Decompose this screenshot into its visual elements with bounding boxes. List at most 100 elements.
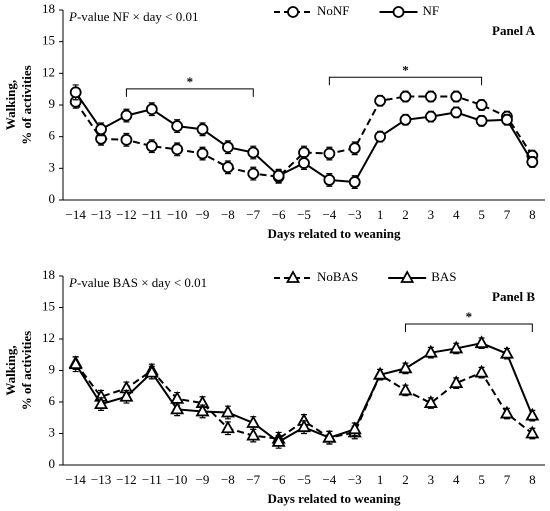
marker bbox=[347, 421, 362, 435]
marker bbox=[170, 390, 185, 404]
legend-label: BAS bbox=[431, 269, 456, 284]
x-tick-label: 7 bbox=[504, 472, 511, 487]
marker bbox=[196, 147, 209, 160]
x-tick-label: −4 bbox=[322, 472, 336, 487]
marker bbox=[348, 176, 361, 188]
marker bbox=[221, 141, 234, 154]
bracket bbox=[328, 76, 483, 86]
marker bbox=[272, 169, 285, 182]
marker bbox=[423, 344, 438, 358]
x-tick-label: 4 bbox=[453, 207, 460, 222]
x-tick-label: 4 bbox=[453, 472, 460, 487]
marker bbox=[298, 157, 310, 169]
marker bbox=[374, 130, 387, 143]
x-tick-label: 5 bbox=[478, 472, 485, 487]
marker bbox=[322, 429, 337, 443]
legend-label: NoNF bbox=[317, 3, 350, 18]
marker bbox=[69, 86, 82, 99]
y-tick-label: 0 bbox=[49, 191, 56, 206]
x-tick-label: −14 bbox=[66, 472, 87, 487]
x-tick-label: 7 bbox=[504, 207, 511, 222]
marker bbox=[95, 123, 107, 136]
marker bbox=[170, 401, 185, 415]
x-tick-label: −10 bbox=[167, 472, 187, 487]
x-tick-label: −6 bbox=[272, 207, 286, 222]
marker bbox=[296, 419, 312, 433]
marker bbox=[298, 146, 310, 159]
legend-marker bbox=[392, 6, 405, 18]
marker bbox=[120, 109, 133, 122]
x-axis-label: Days related to weaning bbox=[267, 491, 401, 506]
bracket bbox=[125, 88, 254, 97]
marker bbox=[246, 415, 261, 428]
y-tick-label: 15 bbox=[42, 298, 55, 313]
marker bbox=[474, 364, 489, 378]
x-tick-label: 8 bbox=[529, 472, 536, 487]
legend-marker bbox=[287, 6, 299, 18]
marker bbox=[424, 90, 437, 103]
x-tick-label: −13 bbox=[91, 472, 111, 487]
x-axis-label: Days related to weaning bbox=[267, 226, 401, 241]
annotation-text: -value NF × day < 0.01 bbox=[77, 9, 199, 24]
legend-label: NoBAS bbox=[317, 269, 358, 284]
marker bbox=[475, 114, 488, 127]
marker bbox=[144, 364, 159, 378]
marker bbox=[145, 103, 158, 116]
bracket-label: * bbox=[187, 74, 194, 89]
x-tick-label: 3 bbox=[428, 207, 435, 222]
x-tick-label: −13 bbox=[91, 207, 111, 222]
y-tick-label: 12 bbox=[42, 330, 55, 345]
marker bbox=[474, 335, 489, 349]
x-tick-label: 1 bbox=[377, 472, 384, 487]
x-tick-label: −7 bbox=[246, 472, 260, 487]
marker bbox=[145, 140, 158, 153]
marker bbox=[399, 113, 412, 126]
x-tick-label: −14 bbox=[66, 207, 87, 222]
marker bbox=[247, 167, 260, 180]
y-tick-label: 12 bbox=[42, 64, 55, 79]
marker bbox=[526, 156, 539, 168]
y-tick-label: 18 bbox=[42, 267, 55, 282]
y-axis-label: % of activities bbox=[19, 331, 34, 410]
y-tick-label: 6 bbox=[49, 393, 56, 408]
panel-label: Panel A bbox=[492, 23, 536, 38]
marker bbox=[68, 356, 83, 370]
y-tick-label: 0 bbox=[49, 456, 56, 471]
legend-marker bbox=[285, 270, 301, 283]
marker bbox=[171, 143, 184, 156]
marker bbox=[348, 142, 361, 155]
marker bbox=[220, 420, 235, 434]
marker bbox=[399, 90, 412, 103]
panel-label: Panel B bbox=[492, 289, 535, 304]
marker bbox=[525, 425, 540, 439]
marker bbox=[450, 106, 463, 119]
marker bbox=[119, 388, 134, 402]
x-tick-label: −8 bbox=[221, 472, 235, 487]
x-tick-label: −12 bbox=[116, 207, 136, 222]
legend-label: NF bbox=[423, 3, 440, 18]
x-tick-label: 2 bbox=[402, 472, 409, 487]
marker bbox=[247, 146, 260, 159]
marker bbox=[323, 147, 336, 160]
marker bbox=[271, 434, 286, 447]
y-tick-label: 3 bbox=[49, 424, 56, 439]
marker bbox=[374, 94, 387, 107]
x-tick-label: −11 bbox=[142, 472, 162, 487]
marker bbox=[449, 375, 464, 388]
x-tick-label: −5 bbox=[297, 207, 311, 222]
marker bbox=[450, 90, 463, 103]
marker bbox=[221, 161, 234, 174]
x-tick-label: 3 bbox=[428, 472, 435, 487]
x-tick-label: −4 bbox=[322, 207, 336, 222]
x-tick-label: 2 bbox=[402, 207, 409, 222]
bracket-label: * bbox=[466, 309, 473, 324]
x-tick-label: −10 bbox=[167, 207, 187, 222]
x-tick-label: −7 bbox=[246, 207, 260, 222]
y-tick-label: 9 bbox=[49, 96, 56, 111]
marker bbox=[499, 345, 514, 359]
x-tick-label: −8 bbox=[221, 207, 235, 222]
x-tick-label: −9 bbox=[196, 472, 210, 487]
marker bbox=[373, 366, 388, 380]
marker bbox=[195, 403, 210, 417]
